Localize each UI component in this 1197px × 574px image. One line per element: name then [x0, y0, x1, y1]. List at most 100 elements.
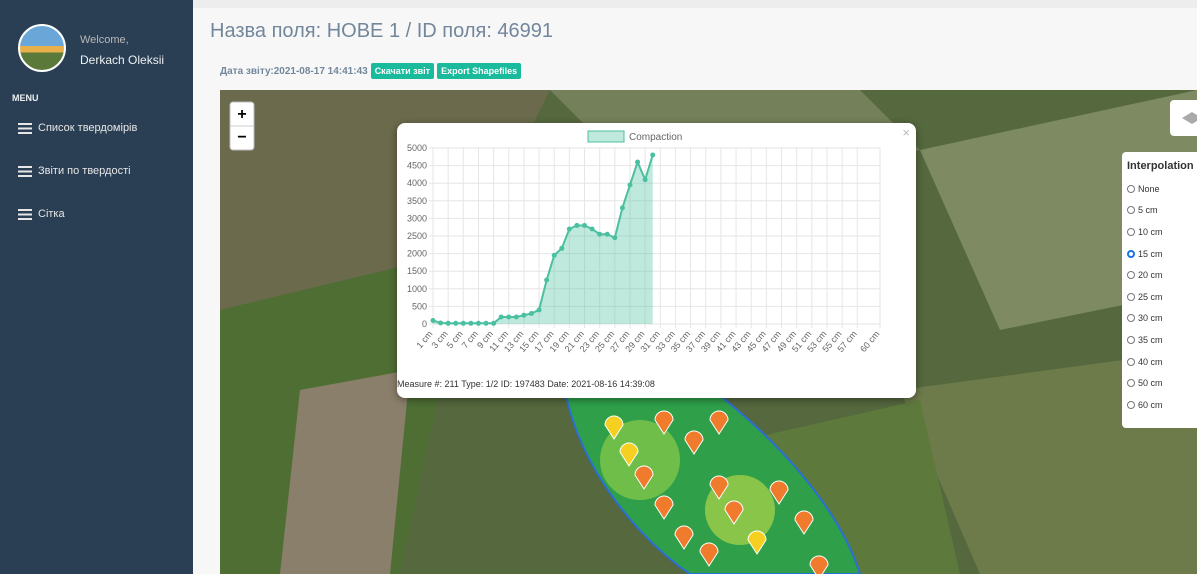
interpolation-options: None 5 cm 10 cm 15 cm 20 cm 25 cm 30 cm 35 cm 40… — [1122, 178, 1197, 416]
interpolation-option[interactable]: 35 cm — [1122, 329, 1197, 351]
zoom-out[interactable]: − — [237, 129, 246, 146]
menu-label: Звіти по твердості — [38, 165, 131, 177]
y-tick-label: 4500 — [407, 161, 427, 171]
y-tick-label: 0 — [422, 319, 427, 329]
y-tick-label: 2000 — [407, 249, 427, 259]
radio[interactable] — [1127, 250, 1135, 258]
interpolation-option[interactable]: None — [1122, 178, 1197, 200]
page-title: Назва поля: НОВЕ 1 / ID поля: 46991 — [210, 20, 553, 43]
radio[interactable] — [1127, 401, 1135, 409]
interpolation-option[interactable]: 60 cm — [1122, 394, 1197, 416]
option-label: 35 cm — [1138, 335, 1163, 345]
x-tick-label: 1 cm — [414, 329, 434, 350]
radio[interactable] — [1127, 228, 1135, 236]
point — [514, 314, 519, 319]
point — [582, 223, 587, 228]
radio[interactable] — [1127, 185, 1135, 193]
option-label: 10 cm — [1138, 227, 1163, 237]
interpolation-option[interactable]: 50 cm — [1122, 372, 1197, 394]
point — [446, 321, 451, 326]
y-tick-label: 1000 — [407, 284, 427, 294]
option-label: 25 cm — [1138, 292, 1163, 302]
point — [612, 235, 617, 240]
option-label: 20 cm — [1138, 270, 1163, 280]
menu-icon — [18, 166, 32, 177]
popup-footer: Measure #: 211 Type: 1/2 ID: 197483 Date… — [397, 379, 655, 389]
menu-icon — [18, 209, 32, 220]
menu-label: Список твердомірів — [38, 122, 137, 134]
point — [537, 307, 542, 312]
radio[interactable] — [1127, 271, 1135, 279]
report-bar: Дата звіту:2021-08-17 14:41:43 Скачати з… — [220, 63, 521, 79]
option-label: 30 cm — [1138, 313, 1163, 323]
option-label: 50 cm — [1138, 378, 1163, 388]
interpolation-option[interactable]: 5 cm — [1122, 200, 1197, 222]
point — [544, 278, 549, 283]
interpolation-option[interactable]: 25 cm — [1122, 286, 1197, 308]
point — [529, 311, 534, 316]
x-tick-label: 60 cm — [858, 329, 881, 354]
point — [506, 314, 511, 319]
radio[interactable] — [1127, 379, 1135, 387]
y-tick-label: 2500 — [407, 231, 427, 241]
point — [650, 153, 655, 158]
interpolation-option[interactable]: 10 cm — [1122, 221, 1197, 243]
x-tick-label: 3 cm — [429, 329, 449, 350]
interpolation-title: Interpolation — [1122, 152, 1197, 178]
option-label: 15 cm — [1138, 249, 1163, 259]
radio[interactable] — [1127, 314, 1135, 322]
point — [453, 321, 458, 326]
point — [491, 321, 496, 326]
radio[interactable] — [1127, 358, 1135, 366]
top-bar — [193, 0, 1197, 8]
export-button[interactable]: Export Shapefiles — [437, 63, 521, 79]
interpolation-option[interactable]: 15 cm — [1122, 243, 1197, 265]
point — [476, 321, 481, 326]
point — [499, 314, 504, 319]
interpolation-option[interactable]: 20 cm — [1122, 264, 1197, 286]
download-button[interactable]: Скачати звіт — [371, 63, 434, 79]
point — [574, 223, 579, 228]
y-tick-label: 5000 — [407, 143, 427, 153]
point — [461, 321, 466, 326]
option-label: None — [1138, 184, 1160, 194]
interpolation-panel: Interpolation None 5 cm 10 cm 15 cm 20 cm 25 … — [1122, 152, 1197, 428]
chart: 0500100015002000250030003500400045005000… — [397, 123, 916, 373]
menu-item[interactable]: Звіти по твердості — [18, 165, 131, 177]
point — [627, 182, 632, 187]
option-label: 5 cm — [1138, 205, 1158, 215]
menu-item[interactable]: Список твердомірів — [18, 122, 137, 134]
interpolation-option[interactable]: 30 cm — [1122, 308, 1197, 330]
menu-item[interactable]: Сітка — [18, 208, 65, 220]
point — [605, 232, 610, 237]
menu-title: MENU — [12, 93, 39, 103]
avatar — [18, 24, 66, 72]
welcome: Welcome, — [80, 34, 129, 46]
menu-icon — [18, 123, 32, 134]
report-date: Дата звіту:2021-08-17 14:41:43 — [220, 66, 368, 77]
interpolation-option[interactable]: 40 cm — [1122, 351, 1197, 373]
y-tick-label: 500 — [412, 301, 427, 311]
page: {"sidebar":{"welcome":"Welcome,","user":… — [0, 0, 1197, 574]
point — [431, 318, 436, 323]
point — [438, 320, 443, 325]
option-label: 40 cm — [1138, 357, 1163, 367]
radio[interactable] — [1127, 293, 1135, 301]
x-tick-label: 5 cm — [445, 329, 465, 350]
y-tick-label: 1500 — [407, 266, 427, 276]
radio[interactable] — [1127, 336, 1135, 344]
y-tick-label: 3000 — [407, 213, 427, 223]
legend-label: Compaction — [629, 132, 682, 143]
x-tick-label: 7 cm — [460, 329, 480, 350]
point — [521, 313, 526, 318]
point — [552, 253, 557, 258]
point — [620, 205, 625, 210]
option-label: 60 cm — [1138, 400, 1163, 410]
radio[interactable] — [1127, 206, 1135, 214]
zoom-in[interactable]: + — [237, 106, 246, 123]
sidebar: Welcome, Derkach Oleksii MENU Список тве… — [0, 0, 193, 574]
y-tick-label: 4000 — [407, 178, 427, 188]
menu-label: Сітка — [38, 208, 65, 220]
point — [590, 226, 595, 231]
